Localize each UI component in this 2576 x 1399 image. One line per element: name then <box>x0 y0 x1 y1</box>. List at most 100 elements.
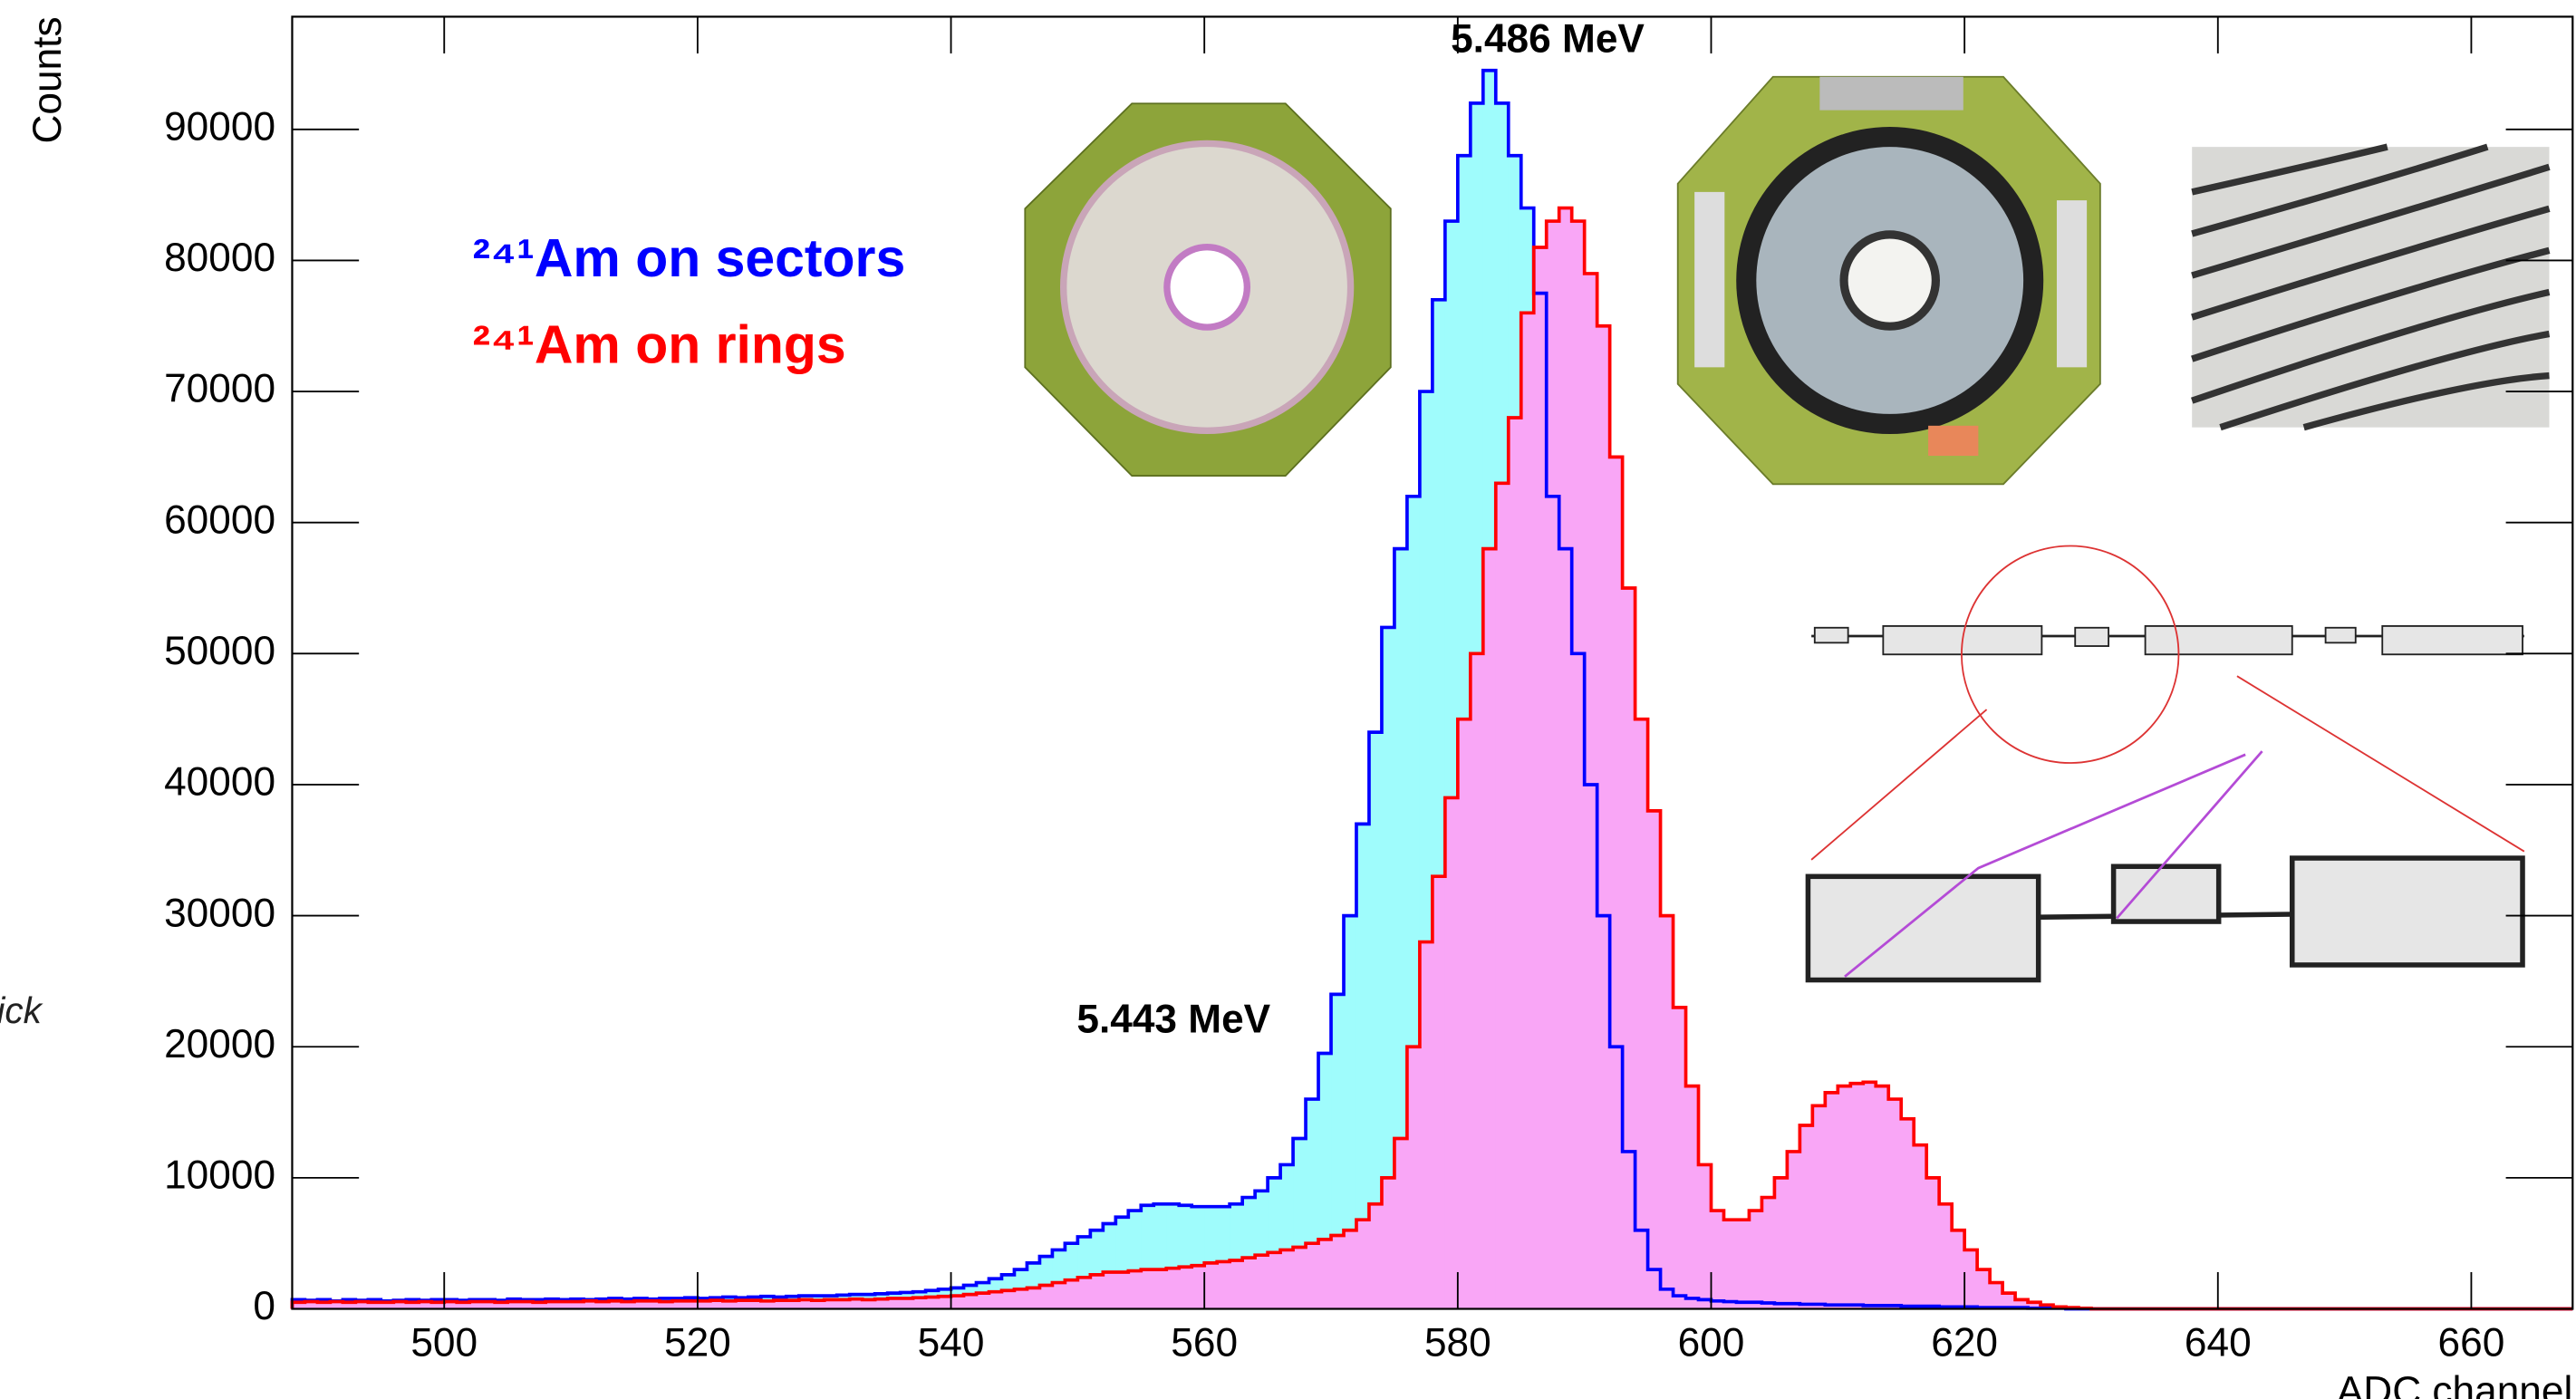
histogram-bar <box>1052 1283 1066 1309</box>
histogram-bar <box>1723 1220 1737 1308</box>
histogram-bar <box>1128 1271 1142 1309</box>
histogram-bar <box>1293 1248 1307 1309</box>
chart: ick 5.486 MeV 5.443 MeV Counts ADC chann… <box>0 0 2576 1399</box>
detector-photo-rings <box>1678 77 2100 485</box>
histogram-bar <box>1863 1082 1877 1308</box>
histogram-bar <box>1509 418 1522 1309</box>
histogram-bar <box>1141 1269 1154 1308</box>
histogram-bar <box>1458 719 1471 1309</box>
y-axis-label: Counts <box>25 16 70 143</box>
annotation: 5.486 MeV <box>1451 17 1645 62</box>
strip-photo <box>2192 147 2549 428</box>
histogram-bar <box>1077 1278 1091 1309</box>
histogram-bar <box>1420 942 1433 1309</box>
histogram-bar <box>1179 1267 1192 1308</box>
histogram-bar <box>939 1297 952 1309</box>
histogram-bar <box>1445 797 1459 1308</box>
legend-label: ²⁴¹Am on sectors <box>472 229 905 288</box>
x-tick-label: 520 <box>664 1321 731 1365</box>
histogram-bar <box>1001 1290 1015 1308</box>
histogram-bar <box>1711 1211 1724 1308</box>
legend-label: ²⁴¹Am on rings <box>472 316 845 375</box>
annotation: 5.443 MeV <box>1076 997 1270 1041</box>
y-tick-label: 40000 <box>164 760 275 805</box>
histogram-bar <box>964 1295 978 1309</box>
histogram-bar <box>1394 1138 1408 1308</box>
histogram-bar <box>1027 1288 1040 1308</box>
x-tick-label: 640 <box>2185 1321 2252 1365</box>
x-tick-label: 600 <box>1678 1321 1745 1365</box>
histogram-bar <box>1268 1252 1281 1308</box>
histogram-bar <box>1166 1269 1180 1309</box>
x-tick-label: 540 <box>918 1321 985 1365</box>
histogram-bar <box>1547 221 1560 1308</box>
histogram-bar <box>1217 1261 1230 1308</box>
histogram-bar <box>1280 1249 1294 1308</box>
histogram-bar <box>1306 1243 1319 1308</box>
histogram-bar <box>1876 1086 1889 1309</box>
histogram-bar <box>1799 1125 1813 1308</box>
x-tick-label: 660 <box>2438 1321 2505 1365</box>
histogram-bar <box>1433 876 1446 1308</box>
histogram-bar <box>1521 313 1535 1308</box>
histogram-bar <box>989 1292 1002 1309</box>
x-tick-label: 500 <box>410 1321 478 1365</box>
histogram-bar <box>1825 1093 1838 1309</box>
histogram-bar <box>977 1293 990 1308</box>
y-tick-label: 30000 <box>164 891 275 935</box>
histogram-bar <box>1014 1289 1028 1309</box>
y-tick-label: 60000 <box>164 497 275 542</box>
histogram-bar <box>1039 1285 1053 1308</box>
histogram-bar <box>1761 1198 1775 1309</box>
y-tick-label: 70000 <box>164 367 275 411</box>
x-tick-label: 560 <box>1171 1321 1238 1365</box>
histogram-bar <box>1255 1255 1269 1308</box>
histogram-bar <box>1115 1272 1129 1308</box>
histogram-bar <box>1065 1280 1078 1309</box>
histogram-bar <box>1090 1275 1104 1309</box>
histogram-bar <box>1230 1260 1243 1309</box>
x-tick-label: 580 <box>1424 1321 1491 1365</box>
y-tick-label: 90000 <box>164 104 275 149</box>
histogram-bar <box>913 1298 927 1308</box>
histogram-bar <box>1382 1178 1395 1309</box>
histogram-bar <box>1559 208 1573 1309</box>
y-tick-label: 50000 <box>164 629 275 673</box>
histogram-bar <box>1483 549 1497 1309</box>
histogram-bar <box>1850 1084 1864 1309</box>
page: {"chart_data":{"type":"histogram", "x_la… <box>0 0 2576 1399</box>
histogram-bar <box>1318 1240 1332 1309</box>
histogram-bar <box>1888 1099 1902 1308</box>
histogram-bar <box>1838 1086 1851 1309</box>
histogram-bar <box>1471 653 1484 1308</box>
histogram-bar <box>1407 1047 1421 1308</box>
histogram-bar <box>1749 1211 1762 1308</box>
histogram-bar <box>926 1297 940 1308</box>
zoom-sketch <box>1808 545 2523 979</box>
histogram-bar <box>1153 1269 1167 1308</box>
y-tick-label: 80000 <box>164 236 275 280</box>
histogram-bar <box>951 1296 965 1308</box>
histogram-bar <box>1496 483 1510 1308</box>
detector-photo-sectors <box>1025 103 1391 476</box>
y-tick-label: 20000 <box>164 1022 275 1066</box>
histogram-bar <box>1774 1178 1788 1309</box>
x-axis-label: ADC channel <box>2337 1369 2572 1399</box>
histogram-bar <box>1344 1230 1357 1309</box>
histogram-bar <box>1369 1204 1383 1309</box>
histogram-bar <box>1242 1258 1256 1308</box>
side-text: ick <box>0 989 43 1031</box>
histogram-bar <box>1192 1266 1205 1309</box>
histogram-bar <box>1331 1236 1345 1309</box>
histogram-bar <box>1597 326 1611 1309</box>
x-tick-label: 620 <box>1931 1321 1998 1365</box>
histogram-bar <box>1356 1220 1370 1308</box>
histogram-bar <box>1736 1220 1750 1308</box>
histogram-bar <box>1103 1272 1116 1308</box>
histogram-bar <box>1787 1152 1800 1309</box>
histogram-bar <box>1812 1105 1826 1308</box>
histogram-bar <box>1901 1119 1915 1309</box>
histogram-bar <box>1204 1263 1218 1309</box>
y-tick-label: 10000 <box>164 1153 275 1198</box>
y-tick-label: 0 <box>253 1284 275 1328</box>
